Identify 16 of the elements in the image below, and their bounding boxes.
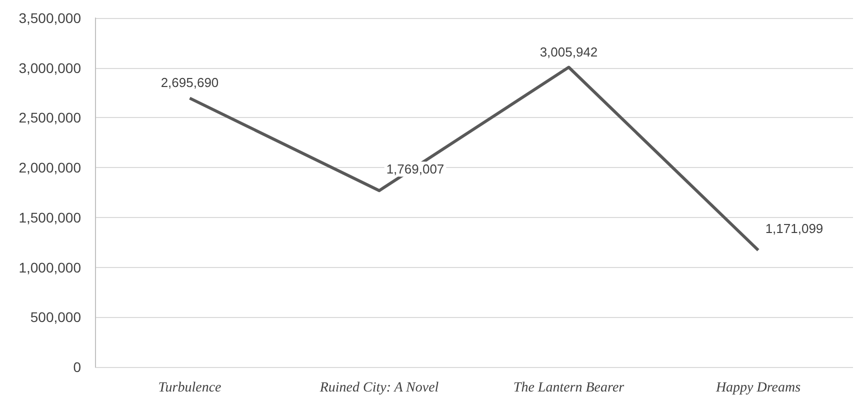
y-tick-label: 0: [73, 359, 82, 375]
data-label: 2,695,690: [160, 75, 219, 90]
x-tick-label: Happy Dreams: [714, 380, 802, 396]
x-tick-label: The Lantern Bearer: [513, 380, 625, 396]
y-tick-label: 1,500,000: [18, 209, 82, 226]
y-tick-label: 2,500,000: [18, 110, 82, 126]
y-tick-label: 3,500,000: [18, 10, 82, 26]
x-tick-label: Turbulence: [158, 380, 222, 396]
y-tick-label: 3,000,000: [18, 60, 82, 76]
data-label: 1,171,099: [765, 221, 824, 236]
y-tick-label: 500,000: [30, 309, 82, 326]
data-label: 1,769,007: [386, 162, 444, 177]
data-label: 3,005,942: [540, 44, 598, 60]
y-tick-label: 1,000,000: [18, 259, 82, 276]
x-tick-label: Ruined City: A Novel: [318, 380, 439, 396]
y-tick-label: 2,000,000: [18, 160, 82, 176]
